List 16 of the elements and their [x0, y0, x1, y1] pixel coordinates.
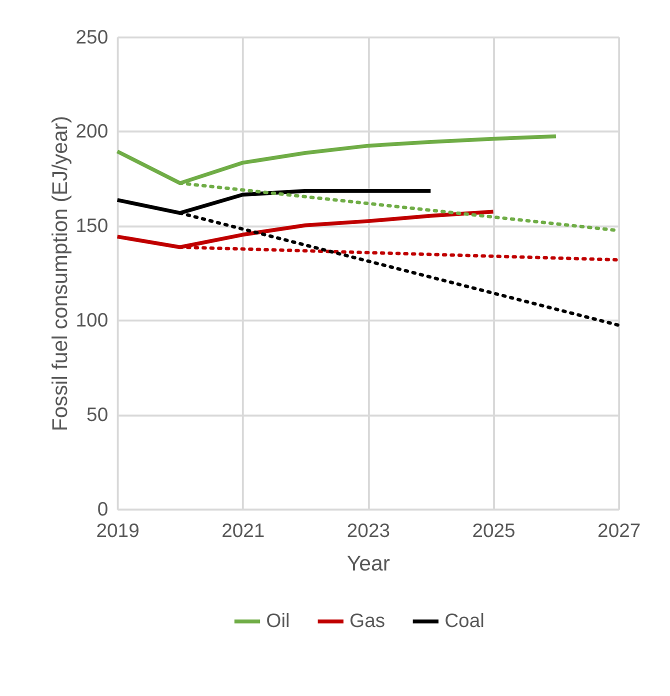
y-tick-label: 0: [97, 498, 108, 520]
y-tick-label: 150: [76, 215, 108, 238]
x-tick-label: 2019: [96, 520, 140, 542]
y-tick-label: 200: [76, 120, 108, 143]
x-tick-label: 2021: [222, 520, 265, 542]
y-axis-title: Fossil fuel consumption (EJ/year): [48, 116, 72, 432]
y-tick-label: 250: [76, 26, 108, 48]
legend-label: Coal: [444, 610, 484, 632]
legend-label: Oil: [266, 610, 290, 632]
x-tick-label: 2023: [346, 520, 390, 542]
legend-label: Gas: [350, 610, 386, 632]
x-tick-label: 2027: [598, 520, 641, 542]
x-tick-label: 2025: [472, 520, 516, 542]
y-tick-label: 50: [86, 404, 108, 426]
y-tick-label: 100: [76, 310, 108, 332]
x-axis-title: Year: [346, 552, 390, 576]
